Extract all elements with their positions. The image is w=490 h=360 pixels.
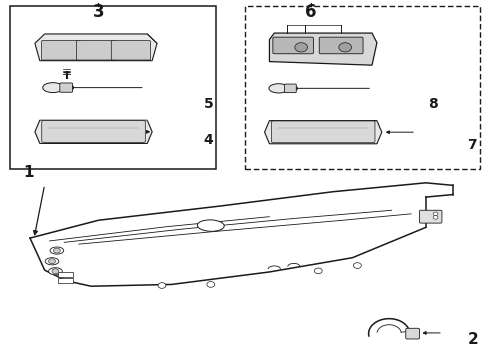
Polygon shape: [35, 34, 157, 61]
Polygon shape: [35, 120, 152, 143]
Circle shape: [433, 212, 438, 216]
FancyBboxPatch shape: [319, 37, 363, 54]
Circle shape: [433, 216, 438, 219]
Text: 1: 1: [24, 165, 34, 180]
Circle shape: [353, 263, 361, 269]
FancyBboxPatch shape: [42, 40, 81, 60]
FancyBboxPatch shape: [60, 83, 73, 92]
Text: 8: 8: [428, 97, 438, 111]
FancyBboxPatch shape: [42, 121, 146, 142]
FancyBboxPatch shape: [76, 40, 116, 60]
Bar: [10, 6, 216, 168]
FancyBboxPatch shape: [273, 37, 314, 54]
Text: 3: 3: [93, 3, 104, 21]
Bar: [58, 278, 73, 283]
Text: 5: 5: [203, 97, 213, 111]
FancyBboxPatch shape: [285, 84, 296, 93]
Circle shape: [207, 282, 215, 287]
Circle shape: [315, 268, 322, 274]
Bar: [245, 6, 480, 168]
FancyBboxPatch shape: [419, 210, 442, 223]
Ellipse shape: [45, 258, 59, 265]
Circle shape: [295, 43, 308, 52]
Circle shape: [53, 248, 60, 253]
FancyBboxPatch shape: [271, 121, 375, 143]
Ellipse shape: [43, 83, 63, 93]
Ellipse shape: [269, 84, 289, 93]
FancyBboxPatch shape: [111, 40, 150, 60]
Polygon shape: [270, 33, 377, 65]
Circle shape: [49, 259, 55, 264]
Text: 7: 7: [467, 138, 477, 152]
Bar: [58, 272, 73, 277]
Ellipse shape: [49, 268, 62, 275]
Ellipse shape: [50, 247, 64, 254]
Circle shape: [339, 43, 351, 52]
Text: 2: 2: [467, 332, 478, 347]
Text: 6: 6: [305, 3, 317, 21]
Ellipse shape: [197, 220, 224, 231]
Circle shape: [52, 269, 59, 274]
Polygon shape: [265, 121, 382, 144]
Circle shape: [158, 283, 166, 288]
Text: 4: 4: [203, 133, 213, 147]
FancyBboxPatch shape: [406, 328, 419, 339]
